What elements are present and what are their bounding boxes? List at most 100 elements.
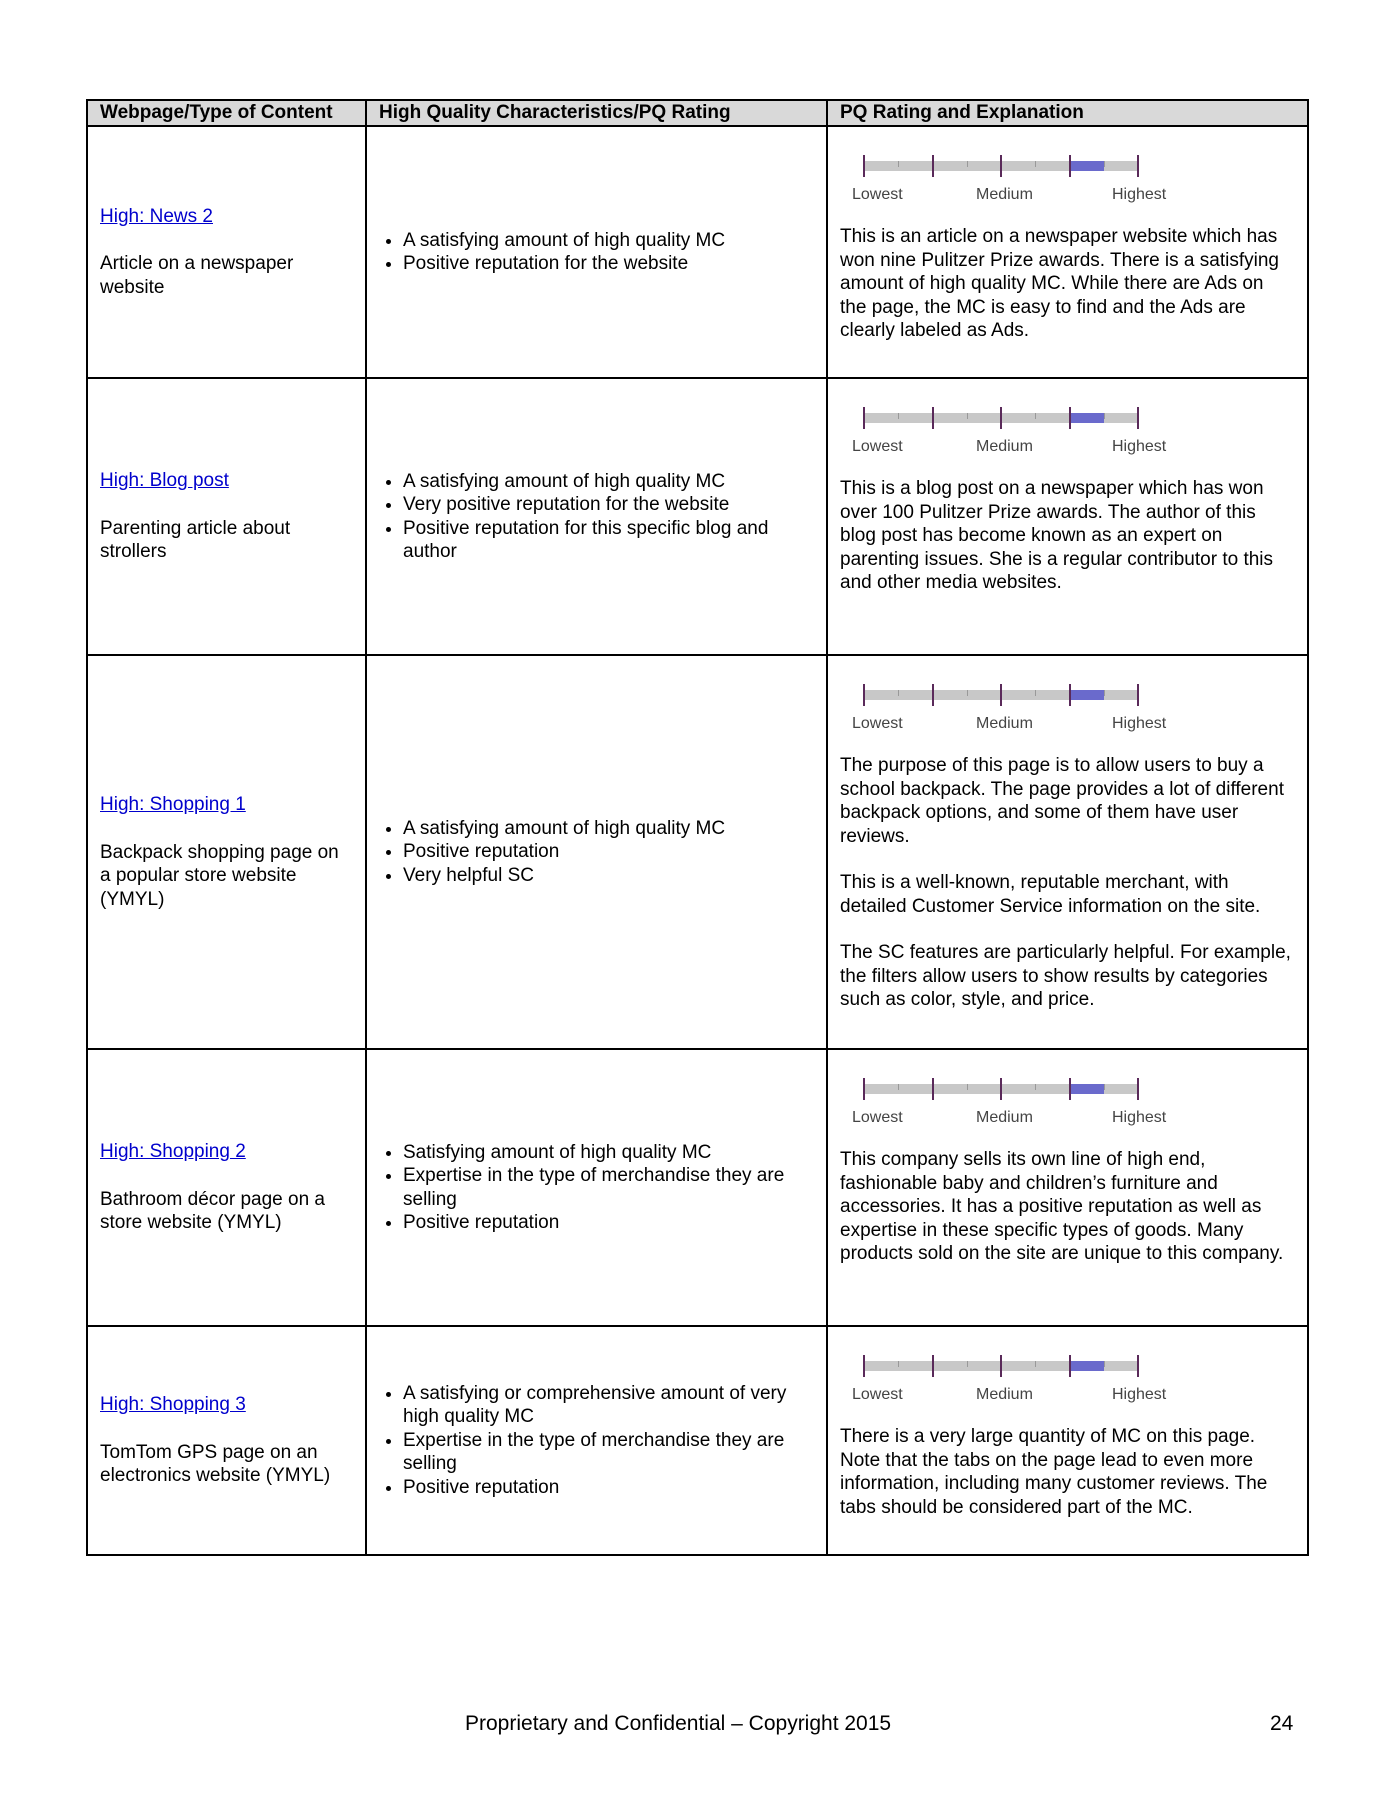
example-link[interactable]: High: Blog post (100, 470, 229, 492)
example-link[interactable]: High: Shopping 1 (100, 794, 246, 815)
scale-track (863, 155, 1139, 177)
example-link[interactable]: High: Shopping 2 (100, 1141, 246, 1163)
scale-fill (1069, 1361, 1104, 1371)
header-webpage: Webpage/Type of Content (86, 99, 367, 127)
scale-label-lowest: Lowest (852, 438, 903, 455)
content-cell: High: Shopping 2 Bathroom décor page on … (86, 1048, 367, 1327)
scale-minor-tick (966, 1361, 968, 1367)
scale-label-medium: Medium (976, 186, 1033, 203)
scale-track (863, 684, 1139, 706)
scale-label-lowest: Lowest (852, 1386, 903, 1403)
pq-rating-slider: Lowest Medium Highest (852, 1349, 1166, 1405)
scale-track (863, 1355, 1139, 1377)
scale-fill (1069, 690, 1104, 700)
pq-rating-slider: Lowest Medium Highest (852, 401, 1166, 457)
characteristics-cell: A satisfying amount of high quality MCPo… (365, 654, 828, 1050)
content-description: Parenting article about strollers (100, 517, 291, 563)
rating-table: Webpage/Type of Content High Quality Cha… (86, 99, 1309, 1556)
example-link[interactable]: High: News 2 (100, 205, 213, 227)
explanation-cell: Lowest Medium Highest There is a very la… (826, 1325, 1309, 1556)
table-row: High: Shopping 1 Backpack shopping page … (86, 654, 1309, 1050)
table-row: High: Blog post Parenting article about … (86, 377, 1309, 656)
bullet-item: Positive reputation (403, 1211, 814, 1235)
bullet-item: Positive reputation (403, 1476, 814, 1500)
example-link[interactable]: High: Shopping 3 (100, 1394, 246, 1416)
characteristics-list: A satisfying amount of high quality MCVe… (379, 470, 814, 564)
scale-minor-tick (898, 413, 900, 419)
scale-minor-tick (966, 413, 968, 419)
scale-label-highest: Highest (1112, 186, 1167, 203)
scale-label-highest: Highest (1112, 715, 1167, 732)
footer: Proprietary and Confidential – Copyright… (465, 1712, 892, 1735)
scale-major-tick (1137, 1078, 1139, 1100)
scale-fill (1069, 413, 1104, 423)
bullet-item: Expertise in the type of merchandise the… (403, 1429, 814, 1476)
scale-major-tick (1000, 407, 1002, 429)
bullet-item: Positive reputation for this specific bl… (403, 517, 814, 564)
scale-minor-tick (966, 690, 968, 696)
scale-major-tick (863, 1078, 865, 1100)
scale-label-highest: Highest (1112, 1386, 1167, 1403)
scale-minor-tick (966, 1084, 968, 1090)
bullet-item: A satisfying amount of high quality MC (403, 470, 814, 494)
explanation-paragraph: There is a very large quantity of MC on … (840, 1426, 1268, 1518)
scale-label-medium: Medium (976, 438, 1033, 455)
scale-minor-tick (1035, 1084, 1037, 1090)
bullet-item: Satisfying amount of high quality MC (403, 1141, 814, 1165)
pq-rating-slider: Lowest Medium Highest (852, 149, 1166, 205)
scale-major-tick (1068, 407, 1071, 429)
bullet-item: Expertise in the type of merchandise the… (403, 1164, 814, 1211)
scale-major-tick (863, 1355, 865, 1377)
scale-minor-tick (1103, 413, 1105, 419)
content-cell: High: Shopping 3 TomTom GPS page on an e… (86, 1325, 367, 1556)
scale-label-lowest: Lowest (852, 715, 903, 732)
scale-major-tick (1000, 684, 1002, 706)
bullet-item: Very positive reputation for the website (403, 493, 814, 517)
scale-minor-tick (898, 161, 900, 167)
pq-rating-slider: Lowest Medium Highest (852, 1072, 1166, 1128)
scale-minor-tick (1035, 690, 1037, 696)
scale-major-tick (931, 155, 934, 177)
scale-fill (1069, 161, 1104, 171)
characteristics-cell: A satisfying or comprehensive amount of … (365, 1325, 828, 1556)
content-cell: High: Shopping 1 Backpack shopping page … (86, 654, 367, 1050)
characteristics-cell: Satisfying amount of high quality MCExpe… (365, 1048, 828, 1327)
characteristics-list: A satisfying amount of high quality MCPo… (379, 817, 814, 888)
scale-label-lowest: Lowest (852, 186, 903, 203)
scale-minor-tick (1103, 1361, 1105, 1367)
scale-track (863, 407, 1139, 429)
scale-label-lowest: Lowest (852, 1109, 903, 1126)
scale-major-tick (1068, 1355, 1071, 1377)
scale-major-tick (1068, 684, 1071, 706)
scale-major-tick (1137, 684, 1139, 706)
scale-major-tick (863, 407, 865, 429)
scale-major-tick (1137, 1355, 1139, 1377)
table-row: High: Shopping 2 Bathroom décor page on … (86, 1048, 1309, 1327)
scale-major-tick (1068, 1078, 1071, 1100)
content-description: Bathroom décor page on a store website (… (100, 1188, 325, 1234)
content-description: Backpack shopping page on a popular stor… (100, 841, 339, 910)
header-characteristics: High Quality Characteristics/PQ Rating (365, 99, 828, 127)
scale-minor-tick (898, 1084, 900, 1090)
scale-major-tick (1000, 1355, 1002, 1377)
scale-major-tick (863, 684, 865, 706)
scale-fill (1069, 1084, 1104, 1094)
explanation-paragraph: This is a well-known, reputable merchant… (840, 872, 1261, 917)
characteristics-cell: A satisfying amount of high quality MCPo… (365, 125, 828, 379)
characteristics-list: A satisfying or comprehensive amount of … (379, 1382, 814, 1500)
scale-major-tick (863, 155, 865, 177)
scale-major-tick (931, 1355, 934, 1377)
scale-major-tick (1137, 155, 1139, 177)
content-description: TomTom GPS page on an electronics websit… (100, 1441, 331, 1487)
scale-major-tick (1137, 407, 1139, 429)
scale-track (863, 1078, 1139, 1100)
table-header: Webpage/Type of Content High Quality Cha… (86, 99, 1309, 127)
characteristics-list: A satisfying amount of high quality MCPo… (379, 229, 814, 276)
scale-minor-tick (898, 690, 900, 696)
scale-major-tick (1068, 155, 1071, 177)
explanation-cell: Lowest Medium Highest This is an article… (826, 125, 1309, 379)
characteristics-cell: A satisfying amount of high quality MCVe… (365, 377, 828, 656)
scale-minor-tick (1103, 161, 1105, 167)
explanation-cell: Lowest Medium Highest The purpose of thi… (826, 654, 1309, 1050)
explanation-paragraph: The purpose of this page is to allow use… (840, 755, 1284, 847)
